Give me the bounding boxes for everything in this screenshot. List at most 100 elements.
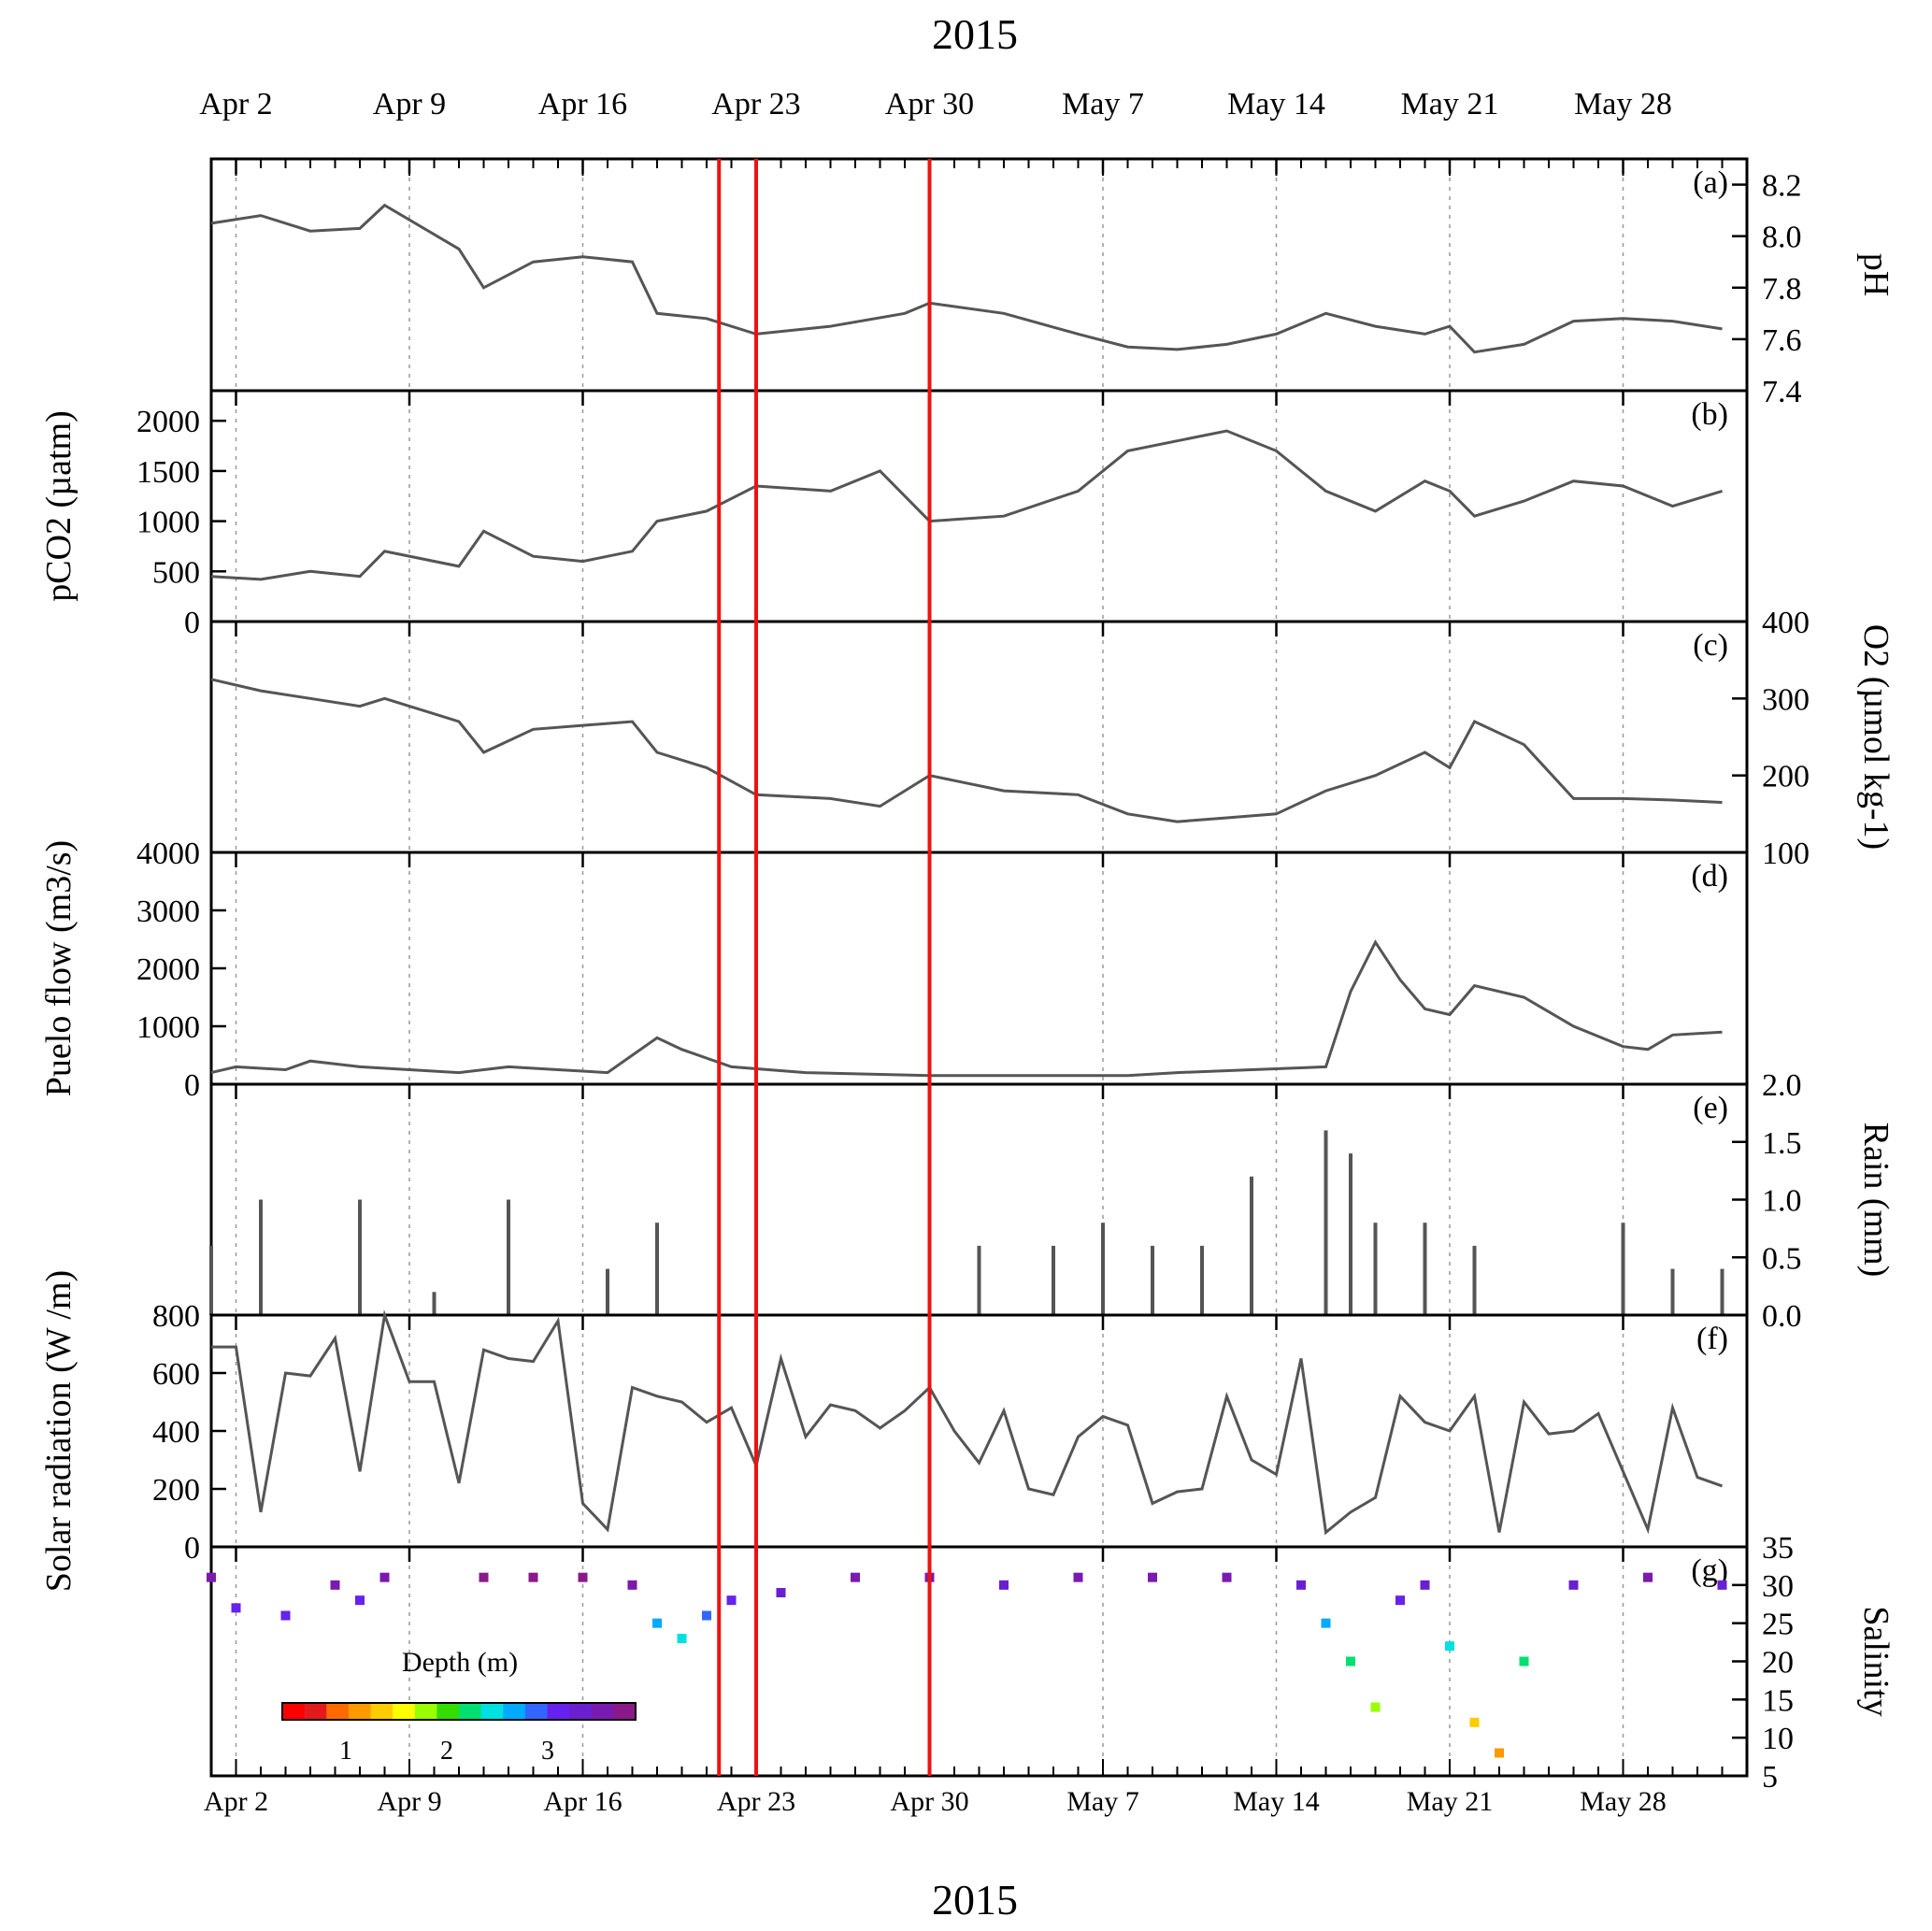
- top-date-label: Apr 16: [538, 87, 627, 122]
- salinity-point: [1296, 1580, 1306, 1590]
- panel-a: 7.4 7.6 7.8 8.0 8.2 (a) pH: [209, 157, 1896, 409]
- rain-bar: [977, 1245, 981, 1315]
- panel-frame: [209, 389, 1749, 623]
- rain-bar: [1324, 1130, 1328, 1315]
- top-date-label: Apr 23: [711, 87, 800, 122]
- salinity-point: [231, 1603, 241, 1613]
- salinity-point: [528, 1572, 538, 1582]
- top-date-label: Apr 9: [373, 87, 446, 122]
- panel-b: 0 500 1000 1500 2000 (b) pCO2 (µatm): [39, 389, 1749, 640]
- top-date-label: May 28: [1574, 87, 1672, 122]
- y-axis-label: Salinity: [1856, 1606, 1896, 1716]
- depth-colorbar: Depth (m) 1 2 3: [281, 1647, 637, 1766]
- y-tick-label: 0.5: [1762, 1241, 1802, 1276]
- top-date-label: Apr 30: [885, 87, 974, 122]
- rain-bar: [655, 1223, 659, 1315]
- panel-letter: (c): [1693, 628, 1728, 663]
- y-tick-label: 800: [152, 1299, 200, 1334]
- rain-bar: [432, 1292, 436, 1315]
- salinity-point: [1148, 1572, 1157, 1582]
- colorbar-segment: [282, 1703, 306, 1720]
- colorbar-title: Depth (m): [402, 1647, 518, 1678]
- year-label-top: 2015: [932, 10, 1018, 58]
- panel-e: 0.0 0.5 1.0 1.5 2.0 (e) Rain (mm): [209, 1068, 1896, 1334]
- rain-bar: [1670, 1268, 1675, 1315]
- y-tick-label: 15: [1762, 1683, 1794, 1718]
- bottom-date-label: May 7: [1066, 1786, 1139, 1817]
- rain-bar: [1720, 1268, 1724, 1315]
- salinity-point: [330, 1580, 340, 1590]
- y-tick-label: 7.4: [1762, 375, 1802, 409]
- y-tick-label: 400: [152, 1415, 200, 1450]
- year-label-bottom: 2015: [932, 1876, 1018, 1924]
- colorbar-segment: [569, 1703, 593, 1720]
- salinity-point: [1717, 1580, 1727, 1590]
- y-tick-label: 30: [1762, 1569, 1794, 1604]
- panel-letter: (e): [1693, 1091, 1728, 1125]
- colorbar-segment: [591, 1703, 614, 1720]
- top-date-label: May 21: [1401, 87, 1499, 122]
- panel-frame: [209, 851, 1749, 1086]
- y-axis-label: Puelo flow (m3/s): [39, 840, 79, 1096]
- y-tick-label: 25: [1762, 1608, 1794, 1642]
- colorbar-tick-label: 3: [541, 1737, 554, 1766]
- bottom-date-axis-labels: Apr 2 Apr 9 Apr 16 Apr 23 Apr 30 May 7 May 14 M…: [204, 1786, 1667, 1817]
- salinity-point: [1370, 1702, 1381, 1712]
- bottom-date-label: May 21: [1407, 1786, 1494, 1817]
- colorbar-tick-label: 1: [339, 1737, 352, 1766]
- y-tick-label: 500: [152, 555, 200, 590]
- y-tick-label: 0: [184, 1068, 200, 1103]
- top-date-axis-labels: Apr 2 Apr 9 Apr 16 Apr 23 Apr 30 May 7 May 14 M…: [199, 87, 1672, 122]
- y-axis-label: pCO2 (µatm): [39, 410, 79, 601]
- y-tick-label: 200: [152, 1473, 200, 1508]
- panel-frame: [209, 1313, 1749, 1549]
- rain-bar: [209, 1245, 213, 1315]
- y-tick-label: 10: [1762, 1722, 1794, 1756]
- colorbar-frame: [281, 1702, 637, 1721]
- top-date-label: May 7: [1062, 87, 1144, 122]
- y-tick-label: 1500: [136, 455, 200, 490]
- panel-letter: (f): [1696, 1322, 1728, 1356]
- y-tick-label: 1000: [136, 506, 200, 540]
- rain-bar: [1349, 1153, 1352, 1315]
- y-tick-label: 4000: [136, 837, 200, 871]
- rain-bar: [507, 1199, 510, 1315]
- panel-frame: [209, 620, 1749, 854]
- y-tick-label: 2000: [136, 405, 200, 439]
- salinity-point: [652, 1618, 662, 1628]
- salinity-point: [280, 1610, 291, 1621]
- salinity-point: [999, 1580, 1009, 1590]
- y-tick-label: 8.0: [1762, 221, 1802, 255]
- y-axis-label: pH: [1856, 253, 1896, 296]
- y-tick-label: 300: [1762, 682, 1810, 717]
- y-tick-label: 1000: [136, 1010, 200, 1045]
- salinity-point: [355, 1595, 365, 1606]
- salinity-point: [1495, 1748, 1504, 1758]
- bottom-date-label: Apr 30: [890, 1786, 968, 1817]
- y-tick-label: 200: [1762, 760, 1810, 794]
- colorbar-segment: [480, 1703, 504, 1720]
- y-axis-label: Rain (mm): [1856, 1123, 1896, 1278]
- colorbar-segment: [436, 1703, 460, 1720]
- salinity-point: [479, 1572, 489, 1582]
- panel-frame: [209, 157, 1749, 393]
- salinity-point: [1568, 1580, 1579, 1590]
- colorbar-segment: [547, 1703, 570, 1720]
- y-tick-label: 0: [184, 1531, 200, 1566]
- y-tick-label: 2.0: [1762, 1068, 1802, 1103]
- bottom-date-label: May 14: [1233, 1786, 1320, 1817]
- y-tick-label: 600: [152, 1357, 200, 1392]
- y-tick-label: 400: [1762, 606, 1810, 640]
- y-axis-label: Solar radiation (W /m): [39, 1270, 79, 1592]
- y-tick-label: 5: [1762, 1760, 1778, 1795]
- salinity-point: [702, 1610, 711, 1621]
- bottom-date-label: Apr 16: [543, 1786, 622, 1817]
- salinity-point: [1420, 1580, 1430, 1590]
- colorbar-segment: [613, 1703, 637, 1720]
- salinity-point: [1519, 1656, 1529, 1666]
- y-axis-label: O2 (µmol kg-1): [1856, 624, 1896, 850]
- bottom-date-label: Apr 2: [204, 1786, 268, 1817]
- salinity-point: [851, 1572, 860, 1582]
- y-tick-label: 7.8: [1762, 272, 1802, 307]
